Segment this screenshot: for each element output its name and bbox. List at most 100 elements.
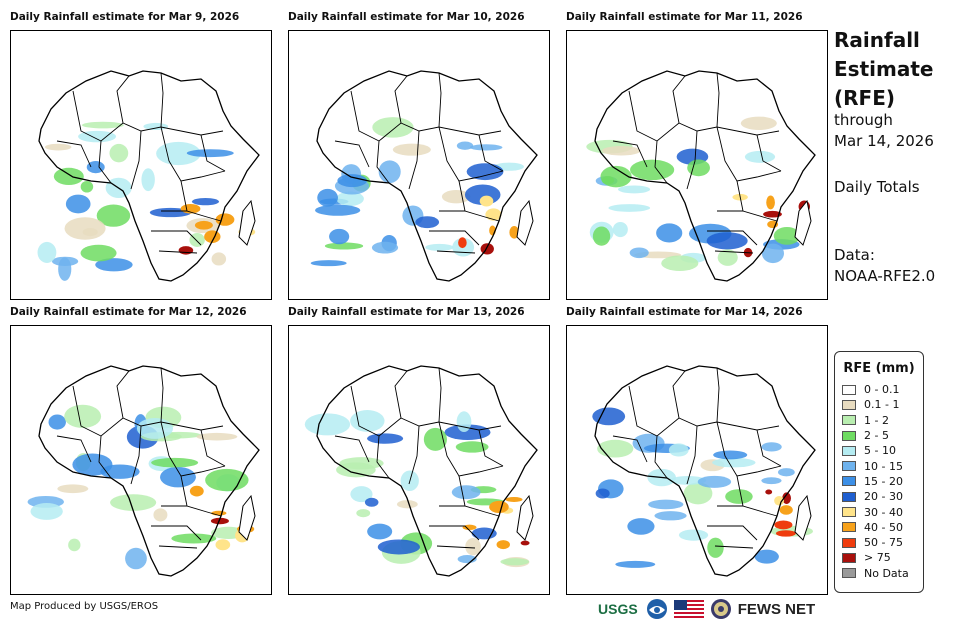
- rain-patch: [337, 174, 368, 188]
- heavy-rain-patch: [215, 539, 231, 551]
- country-border: [334, 140, 370, 168]
- rain-patch: [310, 260, 347, 267]
- country-border: [716, 72, 720, 128]
- rain-patch: [601, 146, 641, 156]
- legend-swatch: [842, 461, 856, 472]
- country-border: [160, 72, 164, 128]
- country-border: [116, 75, 130, 124]
- panel-mar-13: Daily Rainfall estimate for Mar 13, 2026: [288, 305, 550, 595]
- panel-title: Daily Rainfall estimate for Mar 12, 2026: [10, 306, 247, 318]
- country-border: [458, 475, 500, 517]
- daily-totals-label: Daily Totals: [834, 178, 920, 196]
- rain-patch: [597, 439, 634, 458]
- heavy-rain-patch: [766, 195, 775, 210]
- legend-item: 50 - 75: [835, 535, 923, 550]
- country-border: [98, 140, 112, 184]
- rainfall-map-mar-13: [288, 325, 550, 595]
- rain-patch: [304, 413, 351, 436]
- legend-title: RFE (mm): [843, 361, 915, 376]
- country-border: [654, 140, 668, 184]
- rain-patch: [317, 188, 338, 207]
- legend-swatch: [842, 384, 856, 395]
- country-border: [612, 140, 648, 168]
- rain-patch: [371, 241, 399, 254]
- rain-patch: [336, 191, 364, 207]
- rain-patch: [367, 433, 404, 444]
- country-border: [429, 525, 480, 541]
- coastline: [594, 70, 816, 282]
- heavy-rain-patch: [509, 226, 520, 239]
- country-border: [180, 180, 222, 222]
- coastline: [316, 365, 538, 577]
- legend-swatch: [842, 399, 856, 410]
- madagascar: [794, 199, 812, 246]
- country-border: [200, 429, 226, 467]
- map-title: Rainfall Estimate (RFE): [834, 26, 964, 113]
- rain-patch: [324, 242, 364, 250]
- country-border: [180, 475, 222, 517]
- rain-patch: [777, 468, 795, 477]
- legend-swatch: [842, 476, 856, 487]
- country-border: [686, 425, 698, 485]
- country-border: [158, 250, 198, 254]
- country-border: [408, 130, 420, 190]
- panel-title: Daily Rainfall estimate for Mar 14, 2026: [566, 306, 803, 318]
- madagascar: [794, 494, 812, 541]
- country-border: [160, 367, 164, 423]
- country-border: [438, 367, 442, 423]
- legend-swatch: [842, 537, 856, 548]
- africa-landmass: [317, 71, 537, 281]
- rain-patch: [80, 244, 117, 262]
- country-border: [672, 370, 686, 419]
- panel-mar-11: Daily Rainfall estimate for Mar 11, 2026: [566, 10, 828, 300]
- rain-patch: [661, 255, 699, 271]
- rain-patch: [211, 252, 227, 266]
- rain-patch: [189, 232, 205, 247]
- heavy-rain-patch: [775, 530, 796, 537]
- rain-patch: [78, 130, 117, 143]
- country-border: [116, 370, 130, 419]
- legend-label: 1 - 2: [864, 413, 889, 427]
- panel-title: Daily Rainfall estimate for Mar 9, 2026: [10, 11, 240, 23]
- rain-patch: [153, 508, 168, 522]
- through-label: through: [834, 111, 893, 129]
- fews-net-logo: FEWS NET: [737, 600, 816, 618]
- country-border: [716, 367, 720, 423]
- state-dept-seal-icon: [710, 599, 731, 619]
- heavy-rain-patch: [496, 540, 510, 550]
- country-border: [376, 140, 390, 184]
- rain-patch: [683, 482, 713, 505]
- rain-patch: [451, 485, 481, 500]
- rain-patch: [96, 204, 131, 227]
- rain-patch: [58, 257, 72, 281]
- africa-landmass: [595, 366, 815, 576]
- rain-patch: [151, 457, 199, 468]
- rain-patch: [141, 168, 155, 192]
- rain-patch: [592, 226, 611, 246]
- rainfall-map-mar-10: [288, 30, 550, 300]
- credit-text: Map Produced by USGS/EROS: [10, 601, 159, 612]
- heavy-rain-patch: [489, 500, 509, 514]
- rain-patch: [37, 241, 57, 263]
- rain-patch: [149, 207, 192, 218]
- heavy-rain-patch: [194, 220, 213, 230]
- heavy-rain-patch: [480, 243, 494, 255]
- rain-patch: [125, 547, 147, 570]
- data-source: NOAA-RFE2.0: [834, 267, 936, 285]
- rain-patch: [68, 538, 81, 552]
- rain-patch: [455, 441, 489, 453]
- heavy-rain-patch: [210, 517, 229, 525]
- rain-patch: [372, 117, 414, 138]
- country-border: [736, 180, 778, 222]
- rain-patch: [377, 539, 420, 555]
- legend-swatch: [842, 522, 856, 533]
- rain-patch: [707, 537, 724, 558]
- rain-patch: [697, 475, 732, 488]
- rain-patch: [350, 486, 373, 503]
- panel-title: Daily Rainfall estimate for Mar 10, 2026: [288, 11, 525, 23]
- country-border: [714, 545, 754, 549]
- country-border: [56, 140, 92, 168]
- heavy-rain-patch: [189, 485, 204, 497]
- country-border: [756, 134, 782, 172]
- country-border: [394, 75, 408, 124]
